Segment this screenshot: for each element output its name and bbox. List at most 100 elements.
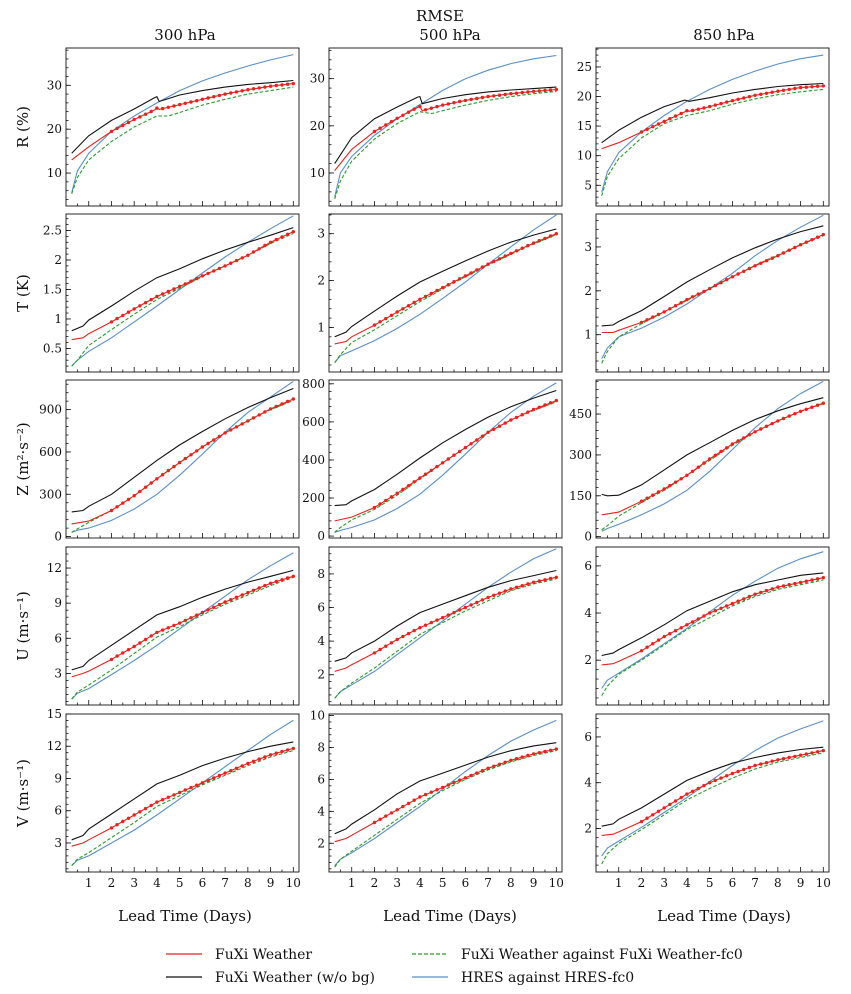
series-line-hres-against-hres-fc0 — [601, 380, 824, 532]
fuxi-weather-point — [503, 760, 507, 764]
fuxi-weather-point — [821, 84, 825, 88]
fuxi-weather-point — [412, 107, 416, 111]
fuxi-weather-point — [418, 795, 422, 799]
fuxi-weather-point — [435, 464, 439, 469]
series-line-fuxi-weather-w-o-bg- — [601, 397, 824, 497]
fuxi-weather-point — [543, 749, 547, 754]
fuxi-weather-point — [497, 591, 502, 595]
fuxi-weather-point — [412, 628, 416, 633]
fuxi-weather-point — [696, 292, 700, 296]
y-tick-label: 6 — [54, 631, 62, 645]
fuxi-weather-point — [781, 416, 786, 421]
fuxi-weather-point — [406, 304, 411, 308]
fuxi-weather-point — [240, 764, 244, 768]
fuxi-weather-point — [109, 320, 114, 324]
fuxi-weather-point — [285, 82, 290, 86]
panel-frame — [328, 713, 563, 873]
y-tick-label: 2 — [584, 284, 592, 298]
fuxi-weather-point — [291, 230, 295, 234]
legend-label-fuxi-weather: FuXi Weather — [215, 947, 312, 963]
fuxi-weather-point — [423, 294, 428, 299]
fuxi-weather-point — [166, 626, 170, 630]
fuxi-weather-point — [531, 407, 536, 412]
fuxi-weather-point — [217, 434, 222, 439]
fuxi-weather-point — [263, 410, 267, 414]
fuxi-weather-point — [121, 123, 125, 128]
fuxi-weather-point — [497, 93, 502, 97]
fuxi-weather-point — [172, 287, 176, 291]
fuxi-weather-point — [274, 579, 278, 584]
y-tick-label: 150 — [569, 489, 592, 503]
legend-label-fuxi-weather-wo-bg: FuXi Weather (w/o bg) — [215, 970, 375, 986]
fuxi-weather-point — [696, 465, 700, 469]
series-line-hres-against-hres-fc0 — [334, 214, 557, 363]
panel-r2-c3: 1 2 3 — [584, 213, 830, 373]
panel-frame — [595, 213, 830, 373]
fuxi-weather-point — [810, 405, 814, 409]
fuxi-weather-point — [378, 126, 382, 130]
fuxi-weather-point — [679, 301, 683, 305]
fuxi-weather-point — [804, 752, 808, 756]
fuxi-weather-point — [469, 603, 473, 607]
series-line-fuxi-weather-w-o-bg- — [334, 742, 557, 835]
fuxi-weather-point — [463, 445, 468, 450]
fuxi-weather-point — [395, 116, 399, 121]
fuxi-weather-point — [132, 307, 136, 311]
series-group — [71, 54, 295, 194]
x-tick-label: 9 — [267, 876, 275, 890]
fuxi-weather-point — [115, 126, 119, 131]
x-tick-label: 2 — [108, 876, 116, 890]
fuxi-weather-point — [212, 269, 216, 273]
fuxi-weather-point — [138, 489, 142, 494]
fuxi-weather-point — [143, 301, 148, 305]
fuxi-weather-point — [730, 601, 735, 606]
fuxi-weather-point — [251, 759, 256, 763]
y-tick-label: 1.5 — [43, 282, 62, 296]
fuxi-weather-point — [821, 401, 825, 405]
fuxi-weather-point — [759, 762, 763, 766]
fuxi-weather-point — [149, 634, 153, 638]
y-axis-label: V (m·s⁻¹) — [14, 759, 32, 828]
fuxi-weather-point — [429, 468, 433, 473]
series-line-fuxi-weather-against-fuxi-weather-fc0 — [334, 90, 557, 200]
fuxi-weather-point — [452, 610, 456, 615]
fuxi-weather-point — [291, 397, 295, 401]
fuxi-weather-point — [395, 310, 399, 314]
fuxi-weather-point — [668, 802, 672, 807]
y-tick-label: 20 — [310, 119, 325, 133]
y-tick-label: 0 — [584, 530, 592, 544]
fuxi-weather-point — [246, 761, 250, 766]
fuxi-weather-point — [810, 578, 814, 582]
fuxi-weather-point — [251, 250, 256, 254]
fuxi-weather-point — [656, 122, 661, 126]
series-group — [71, 552, 295, 700]
y-tick-label: 200 — [302, 491, 325, 505]
x-tick-label: 2 — [638, 876, 646, 890]
fuxi-weather-point — [679, 795, 683, 800]
panel-frame — [65, 213, 300, 373]
fuxi-weather-point — [554, 232, 558, 236]
fuxi-weather-point — [679, 111, 683, 116]
fuxi-weather-point — [223, 600, 227, 604]
x-tick-label: 8 — [774, 876, 782, 890]
fuxi-weather-point — [708, 286, 712, 291]
fuxi-weather-point — [781, 88, 786, 93]
fuxi-weather-point — [378, 817, 382, 821]
y-tick-label: 2 — [317, 274, 325, 288]
y-tick-label: 6 — [584, 559, 592, 573]
fuxi-weather-point — [412, 480, 416, 484]
fuxi-weather-point — [458, 778, 462, 782]
fuxi-weather-point — [685, 623, 689, 627]
fuxi-weather-point — [183, 101, 187, 106]
fuxi-weather-point — [240, 256, 244, 260]
y-tick-label: 10 — [47, 166, 62, 180]
fuxi-weather-point — [200, 97, 205, 102]
fuxi-weather-point — [183, 456, 187, 461]
fuxi-weather-point — [423, 108, 428, 112]
fuxi-weather-point — [770, 90, 774, 94]
fuxi-weather-point — [656, 638, 661, 642]
fuxi-weather-point — [702, 106, 706, 110]
fuxi-weather-point — [787, 414, 791, 418]
